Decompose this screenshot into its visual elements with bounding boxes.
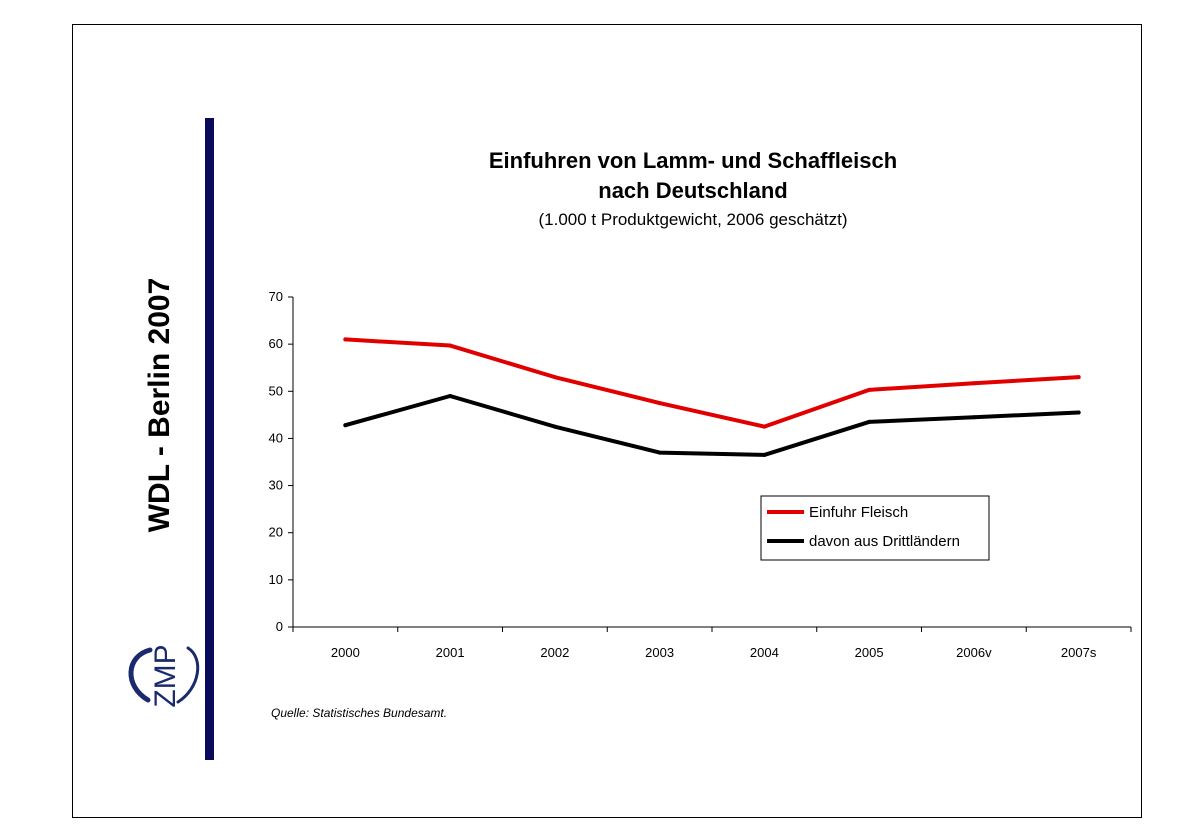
logo-text: ZMP — [149, 644, 182, 707]
legend-label-1: Einfuhr Fleisch — [809, 504, 908, 521]
y-tick-label: 20 — [269, 525, 283, 540]
data-point — [448, 343, 453, 348]
data-point — [762, 424, 767, 429]
data-point — [1076, 375, 1081, 380]
x-tick-label: 2007s — [1061, 645, 1097, 660]
data-point — [971, 381, 976, 386]
series-line-1 — [343, 337, 1081, 429]
chart-title: Einfuhren von Lamm- und Schaffleisch nac… — [380, 146, 1006, 206]
y-tick-label: 70 — [269, 289, 283, 304]
y-tick-label: 10 — [269, 572, 283, 587]
series-line-2 — [343, 394, 1081, 457]
data-point — [762, 452, 767, 457]
y-tick-label: 50 — [269, 383, 283, 398]
legend — [760, 495, 990, 561]
data-point — [657, 401, 662, 406]
legend-label-2: davon aus Drittländern — [809, 533, 960, 550]
chart-title-line1: Einfuhren von Lamm- und Schaffleisch — [488, 148, 898, 173]
x-tick-label: 2003 — [645, 645, 674, 660]
x-tick-label: 2006v — [956, 645, 992, 660]
x-tick-label: 2000 — [331, 645, 360, 660]
x-tick-label: 2004 — [750, 645, 779, 660]
data-point — [867, 387, 872, 392]
accent-bar — [205, 118, 214, 760]
data-point — [657, 450, 662, 455]
data-point — [1076, 410, 1081, 415]
data-point — [343, 423, 348, 428]
y-tick-label: 30 — [269, 478, 283, 493]
data-point — [552, 424, 557, 429]
source-note: Quelle: Statistisches Bundesamt. — [271, 706, 448, 720]
y-tick-label: 40 — [269, 430, 283, 445]
data-point — [343, 337, 348, 342]
data-point — [971, 415, 976, 420]
slide-frame — [72, 24, 1142, 818]
x-tick-label: 2005 — [855, 645, 884, 660]
y-tick-label: 60 — [269, 336, 283, 351]
x-tick-label: 2001 — [436, 645, 465, 660]
chart-title-line2: nach Deutschland — [598, 178, 788, 203]
data-point — [867, 419, 872, 424]
data-point — [552, 375, 557, 380]
x-tick-label: 2002 — [540, 645, 569, 660]
data-point — [448, 394, 453, 398]
chart-subtitle: (1.000 t Produktgewicht, 2006 geschätzt) — [538, 210, 848, 229]
y-tick-label: 0 — [276, 619, 283, 634]
zmp-logo-icon: ZMP — [128, 644, 200, 708]
